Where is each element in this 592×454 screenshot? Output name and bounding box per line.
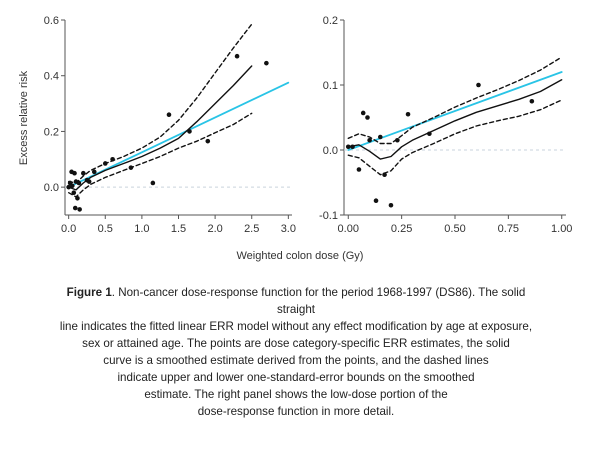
right-upper-bound-dashed-line (347, 56, 563, 145)
right-panel: -0.1 0.0 0.1 0.2 0.00 0.25 0.50 0.75 1.00 (319, 15, 572, 235)
right-fitted-linear-line (347, 71, 563, 151)
right-x-tick-label: 0.50 (444, 223, 465, 235)
caption-figure-label: Figure 1 (66, 286, 112, 299)
caption-line-6: indicate upper and lower one-standard-er… (117, 371, 475, 384)
right-data-point (345, 144, 351, 150)
caption-text-1: . Non-cancer dose-response function for … (111, 286, 526, 299)
left-data-point (66, 184, 71, 190)
right-data-point (476, 82, 481, 88)
left-lower-bound-dashed-line (67, 112, 253, 198)
caption-line-2: straight (276, 303, 316, 316)
right-x-tick-label: 0.00 (338, 223, 359, 235)
right-x-tick-label: 0.25 (391, 223, 412, 235)
right-x-tick-label: 0.75 (498, 223, 519, 235)
left-x-tick-label: 0.0 (61, 223, 76, 235)
left-upper-bound-dashed-line (67, 23, 253, 184)
left-x-tick-label: 3.0 (281, 223, 296, 235)
left-data-point (76, 180, 82, 186)
left-data-point (72, 170, 77, 176)
right-y-tick-label: 0.1 (323, 80, 338, 92)
left-y-tick-label: 0.0 (44, 182, 59, 194)
right-data-point (382, 172, 387, 177)
right-data-point (395, 137, 400, 143)
left-y-tick-label: 0.2 (44, 126, 59, 138)
right-y-tick-label: 0.2 (323, 15, 338, 27)
right-data-point (373, 198, 379, 203)
left-data-point (150, 180, 156, 186)
left-data-point (91, 169, 97, 175)
figure-caption: Figure 1. Non-cancer dose-response funct… (8, 284, 584, 420)
right-data-point (377, 134, 383, 140)
left-data-point (70, 183, 75, 189)
left-x-tick-label: 1.5 (171, 223, 186, 235)
right-smoothed-curve (347, 79, 563, 160)
left-x-tick-label: 0.5 (98, 223, 113, 235)
figure-plots: 0.00.20.40.60.0 0.5 1.0 1.5 2.0 2.5 3.0 -0.10.… (18, 15, 572, 262)
right-data-point (427, 131, 432, 137)
left-data-point (86, 179, 92, 184)
right-data-point (405, 111, 411, 117)
left-x-tick-label: 1.0 (134, 223, 149, 235)
left-x-tick-label: 2.5 (244, 223, 259, 235)
left-data-point (77, 207, 82, 212)
right-y-tick-label: 0.0 (323, 145, 338, 157)
y-axis-label-left: Excess relative risk (18, 70, 30, 165)
left-data-point (81, 170, 86, 176)
caption-line-8: dose-response function in more detail. (197, 405, 395, 418)
left-data-point (234, 53, 240, 59)
left-data-point (72, 205, 78, 211)
left-data-point (71, 190, 77, 196)
right-data-point (356, 167, 362, 172)
left-panel: 0.0 0.2 0.4 0.6 0.0 0.5 1.0 1.5 2.0 2.5 3.0 (44, 15, 296, 235)
right-data-point (367, 137, 372, 143)
left-data-point (264, 60, 269, 66)
left-data-point (75, 195, 80, 201)
left-y-tick-label: 0.4 (44, 71, 59, 83)
left-data-point (110, 156, 115, 162)
caption-line-5: curve is a smoothed estimate derived fro… (103, 354, 489, 367)
left-data-point (187, 129, 192, 134)
caption-line-7: estimate. The right panel shows the low-… (144, 388, 448, 401)
caption-line-3: line indicates the fitted linear ERR mod… (59, 320, 533, 333)
left-data-point (102, 161, 108, 166)
right-data-point (360, 110, 366, 116)
left-data-point (128, 165, 134, 170)
left-data-point (205, 138, 211, 144)
x-axis-label: Weighted colon dose (Gy) (237, 250, 364, 262)
right-data-point (388, 202, 394, 208)
caption-line-1: Figure 1. Non-cancer dose-response funct… (8, 284, 584, 301)
right-x-tick-label: 1.00 (551, 223, 572, 235)
right-data-point (529, 98, 535, 104)
right-y-tick-label: -0.1 (319, 210, 338, 222)
left-x-tick-label: 2.0 (207, 223, 222, 235)
right-data-point (365, 115, 370, 120)
left-smoothed-curve (67, 65, 253, 191)
left-y-tick-label: 0.6 (44, 15, 59, 27)
right-data-point (350, 144, 355, 150)
caption-line-4: sex or attained age. The points are dose… (82, 337, 510, 350)
left-data-point (166, 112, 172, 118)
